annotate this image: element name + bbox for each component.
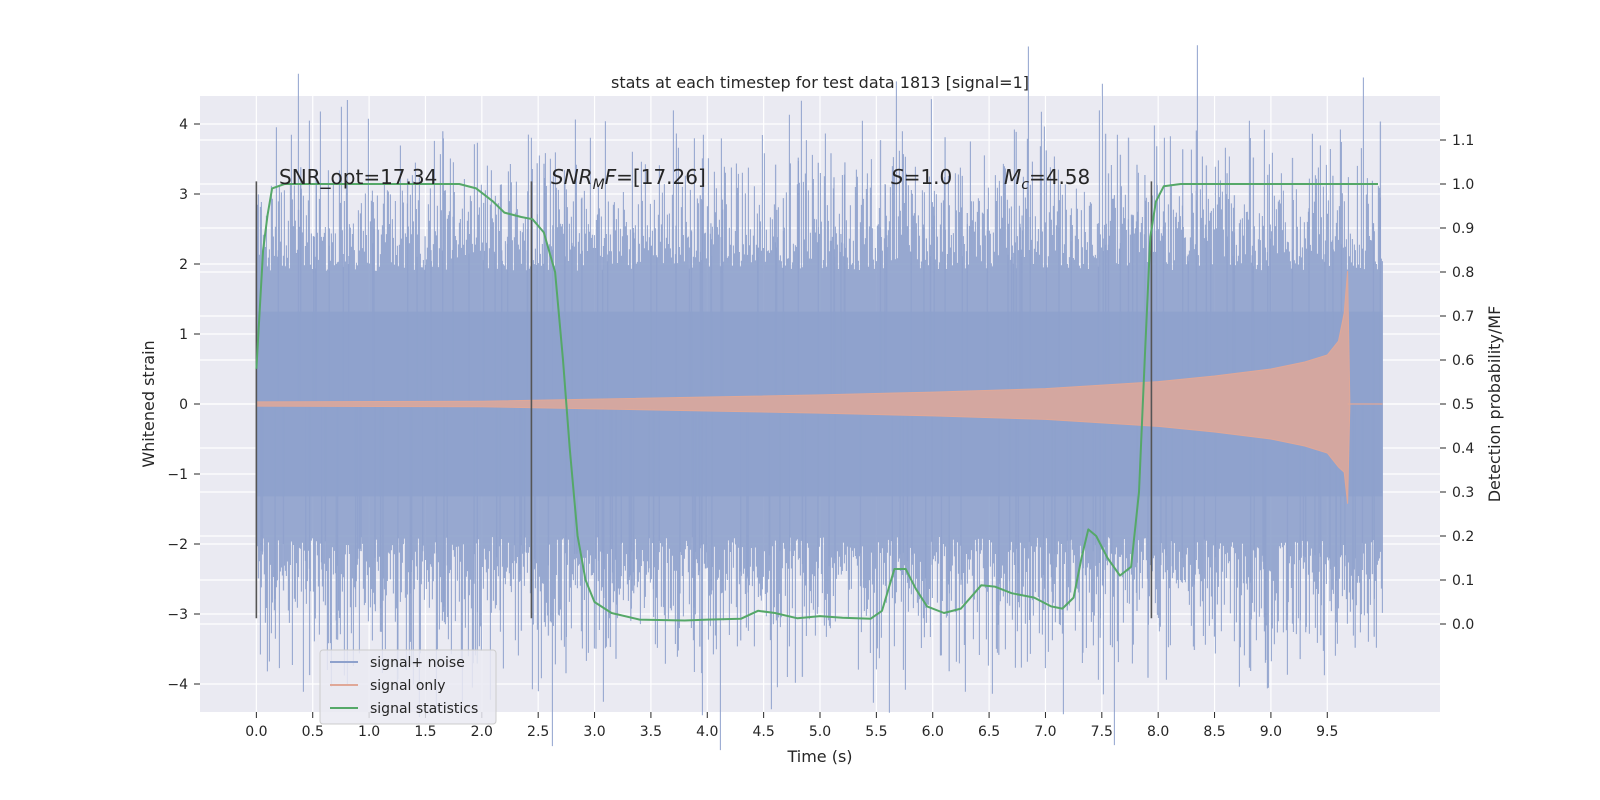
y-right-tick-label: 0.6	[1452, 353, 1474, 369]
y-right-tick-label: 1.0	[1452, 177, 1474, 193]
x-tick-label: 6.0	[922, 724, 944, 740]
y-left-tick-label: 2	[179, 257, 188, 273]
y-left-tick-label: −2	[167, 537, 188, 553]
y-right-tick-label: 0.3	[1452, 485, 1474, 501]
x-tick-label: 4.5	[753, 724, 775, 740]
legend-box	[319, 649, 497, 725]
x-tick-label: 3.0	[583, 724, 605, 740]
x-tick-label: 1.5	[414, 724, 436, 740]
y-right-tick-label: 0.2	[1452, 529, 1474, 545]
annotation-snr-mf-value: =[17.26]	[616, 165, 706, 189]
legend-label-signal-noise: signal+ noise	[370, 655, 465, 671]
y-right-tick-label: 0.9	[1452, 221, 1474, 237]
y-right-tick-label: 1.1	[1452, 133, 1474, 149]
y-left-tick-label: −3	[167, 607, 188, 623]
annotation-snr-mf-subscript: M	[593, 177, 605, 193]
x-tick-label: 2.0	[471, 724, 493, 740]
signal-only-series	[255, 270, 1351, 504]
x-tick-label: 8.0	[1147, 724, 1169, 740]
y-left-tick-label: 3	[179, 187, 188, 203]
signal-statistics-series	[255, 183, 1378, 622]
x-tick-label: 3.5	[640, 724, 662, 740]
annotation-mc-value: =4.58	[1029, 165, 1090, 189]
y-axis-label-right: Detection probability/MF	[1485, 306, 1504, 503]
x-tick-label: 0.0	[245, 724, 267, 740]
legend: signal+ noise signal only signal statist…	[319, 649, 497, 725]
legend-label-signal-statistics: signal statistics	[370, 701, 478, 717]
x-tick-label: 5.5	[865, 724, 887, 740]
annotation-snr-mf-symbol: SNR	[551, 165, 593, 189]
y-left-tick-label: −1	[167, 467, 188, 483]
legend-label-signal-only: signal only	[370, 678, 445, 694]
y-right-tick-label: 0.5	[1452, 397, 1474, 413]
x-tick-label: 2.5	[527, 724, 549, 740]
annotation-s-value: =1.0	[904, 165, 953, 189]
y-axis-label-left: Whitened strain	[139, 340, 158, 467]
y-left-tick-label: 1	[179, 327, 188, 343]
noise-spikes	[256, 121, 1382, 679]
y-right-tick-label: 0.0	[1452, 617, 1474, 633]
annotation-snr-mf: SNRMF=[17.26]	[551, 165, 706, 193]
annotation-mc: Mc=4.58	[1004, 165, 1090, 193]
x-tick-label: 5.0	[809, 724, 831, 740]
x-axis-label: Time (s)	[786, 747, 852, 766]
x-tick-label: 6.5	[978, 724, 1000, 740]
y-right-tick-label: 0.4	[1452, 441, 1474, 457]
annotation-mc-symbol: M	[1004, 165, 1021, 189]
y-right-tick-label: 0.1	[1452, 573, 1474, 589]
annotation-s-symbol: S	[891, 165, 904, 189]
y-left-tick-label: 4	[179, 117, 188, 133]
annotation-mc-subscript: c	[1021, 177, 1029, 193]
x-tick-label: 1.0	[358, 724, 380, 740]
x-tick-label: 0.5	[302, 724, 324, 740]
y-right-tick-label: 0.8	[1452, 265, 1474, 281]
x-tick-label: 8.5	[1203, 724, 1225, 740]
y-left-tick-label: 0	[179, 397, 188, 413]
annotation-s: S=1.0	[891, 165, 952, 189]
x-tick-label: 7.5	[1091, 724, 1113, 740]
x-tick-label: 9.5	[1316, 724, 1338, 740]
chart-title: stats at each timestep for test data 181…	[611, 73, 1029, 92]
x-tick-label: 9.0	[1260, 724, 1282, 740]
y-left-tick-label: −4	[167, 677, 188, 693]
y-right-tick-label: 0.7	[1452, 309, 1474, 325]
x-tick-label: 7.0	[1034, 724, 1056, 740]
annotation-snr-opt: SNR_opt=17.34	[279, 165, 437, 189]
x-tick-label: 4.0	[696, 724, 718, 740]
annotation-snr-mf-symbol-2: F	[605, 165, 617, 189]
